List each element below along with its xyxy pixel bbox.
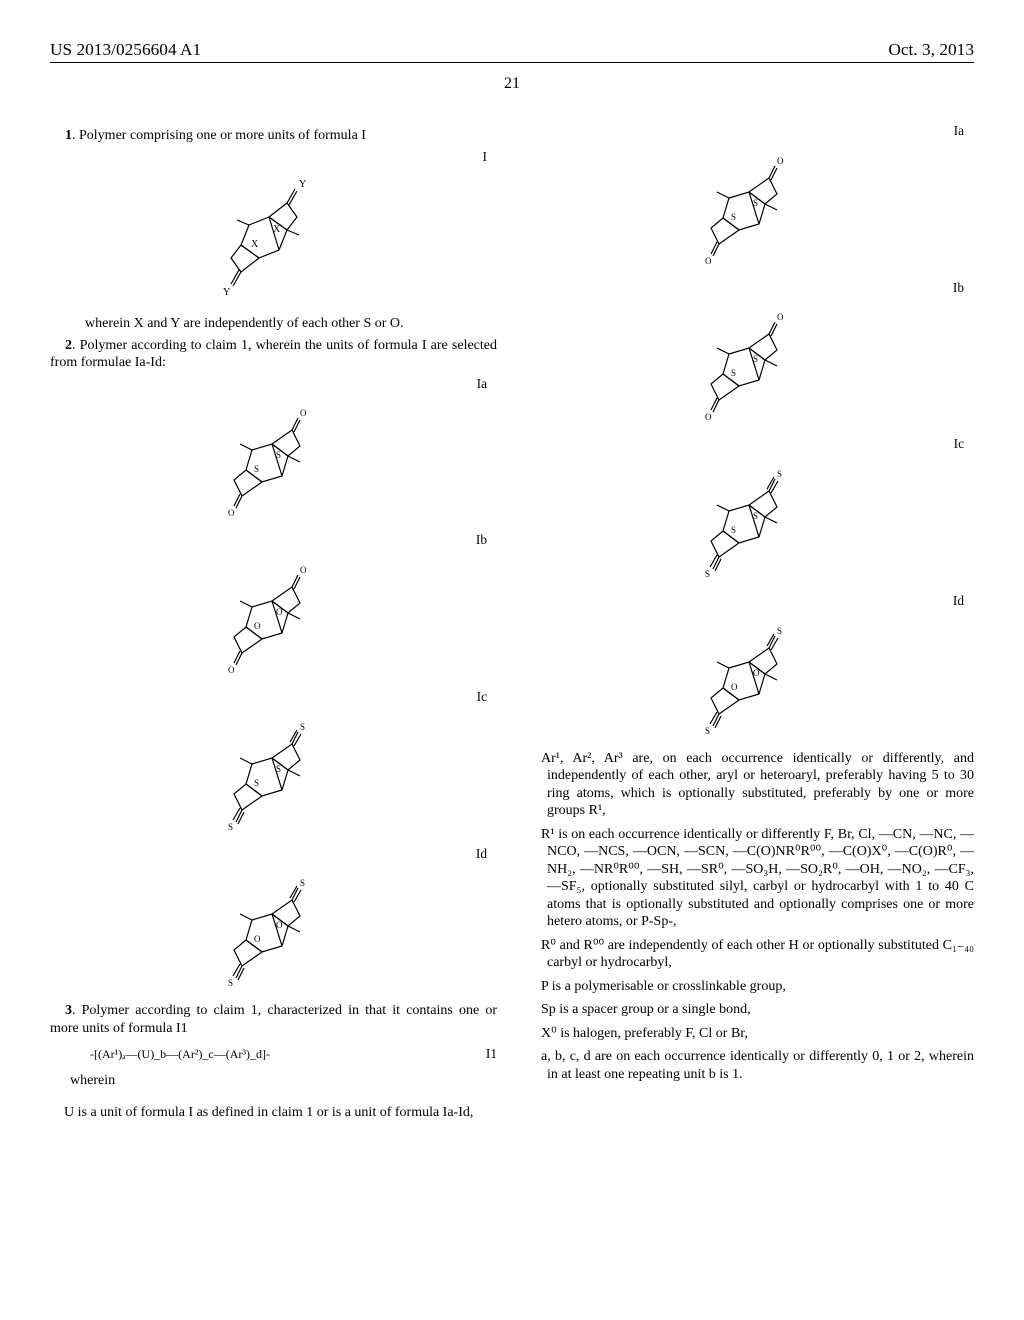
struct-svg: O O S S [214, 402, 334, 522]
left-Id-label: Id [50, 846, 497, 863]
svg-text:S: S [228, 978, 233, 988]
Ar-def: Ar¹, Ar², Ar³ are, on each occurrence id… [547, 750, 974, 820]
structure-right-Id: S S O O [527, 620, 974, 740]
struct-svg: O O O O [214, 559, 334, 679]
claim-2: 2. Polymer according to claim 1, wherein… [50, 337, 497, 372]
svg-text:S: S [254, 778, 259, 788]
svg-text:S: S [705, 569, 710, 579]
abcd-def: a, b, c, d are on each occurrence identi… [547, 1048, 974, 1083]
svg-text:S: S [777, 626, 782, 636]
svg-text:S: S [753, 354, 758, 364]
svg-text:S: S [276, 764, 281, 774]
wherein-l: wherein [70, 1072, 497, 1090]
struct-svg: S S O O [214, 872, 334, 992]
structure-right-Ic: S S S S [527, 463, 974, 583]
svg-text:Y: Y [223, 287, 230, 298]
formula-I1-label: I1 [270, 1046, 497, 1063]
svg-text:O: O [300, 408, 307, 418]
Sp-def: Sp is a spacer group or a single bond, [547, 1001, 974, 1019]
structure-left-Ic: S S S S [50, 716, 497, 836]
structure-XY: Y X X Y [50, 175, 497, 305]
structure-left-Id: S S O O [50, 872, 497, 992]
U-def: U is a unit of formula I as defined in c… [70, 1104, 497, 1122]
claim-2-num: 2 [65, 338, 72, 353]
svg-text:S: S [300, 878, 305, 888]
struct-svg: O O S S [691, 150, 811, 270]
svg-text:O: O [753, 668, 760, 678]
svg-text:S: S [753, 511, 758, 521]
page-number: 21 [50, 75, 974, 93]
svg-text:S: S [228, 822, 233, 832]
claim-3-num: 3 [65, 1003, 72, 1018]
two-column-body: 1. Polymer comprising one or more units … [50, 123, 974, 1127]
svg-text:O: O [300, 565, 307, 575]
left-Ib-label: Ib [50, 532, 497, 549]
svg-text:O: O [254, 621, 261, 631]
svg-text:S: S [731, 368, 736, 378]
svg-text:S: S [777, 469, 782, 479]
svg-text:O: O [731, 682, 738, 692]
R0-def: R⁰ and R⁰⁰ are independently of each oth… [547, 937, 974, 972]
right-Id-label: Id [527, 593, 974, 610]
formula-I1-row: -[(Ar¹)ₐ—(U)_b—(Ar²)_c—(Ar³)_d]- I1 [50, 1041, 497, 1068]
struct-svg: S S O O [691, 620, 811, 740]
formula-I1: -[(Ar¹)ₐ—(U)_b—(Ar²)_c—(Ar³)_d]- [90, 1047, 270, 1062]
svg-text:S: S [731, 525, 736, 535]
svg-text:S: S [300, 722, 305, 732]
svg-text:S: S [254, 464, 259, 474]
left-Ia-label: Ia [50, 376, 497, 393]
structure-left-Ia: O O S S [50, 402, 497, 522]
svg-text:O: O [228, 508, 235, 518]
svg-text:O: O [254, 934, 261, 944]
svg-text:Y: Y [299, 179, 306, 190]
svg-text:O: O [276, 607, 283, 617]
patent-number: US 2013/0256604 A1 [50, 40, 201, 60]
formula-I-label: I [50, 149, 497, 166]
svg-text:S: S [705, 726, 710, 736]
page-header: US 2013/0256604 A1 Oct. 3, 2013 [50, 40, 974, 63]
R1-def: R¹ is on each occurrence identically or … [547, 826, 974, 931]
svg-text:O: O [228, 665, 235, 675]
P-def: P is a polymerisable or crosslinkable gr… [547, 978, 974, 996]
struct-svg: S S S S [214, 716, 334, 836]
right-column: Ia O O S S Ib O O S S Ic S S S S Id S S O O Ar¹, Ar²… [527, 123, 974, 1127]
pub-date: Oct. 3, 2013 [888, 40, 974, 60]
svg-text:O: O [777, 156, 784, 166]
svg-text:X: X [273, 224, 281, 235]
structure-left-Ib: O O O O [50, 559, 497, 679]
svg-text:S: S [731, 212, 736, 222]
structure-XY-svg: Y X X Y [209, 175, 339, 305]
claim-1-wherein: wherein X and Y are independently of eac… [70, 315, 497, 333]
svg-text:O: O [276, 920, 283, 930]
svg-text:S: S [276, 450, 281, 460]
struct-svg: O O S S [691, 306, 811, 426]
claim-3: 3. Polymer according to claim 1, charact… [50, 1002, 497, 1037]
struct-svg: S S S S [691, 463, 811, 583]
right-Ib-label: Ib [527, 280, 974, 297]
right-Ia-label: Ia [527, 123, 974, 140]
svg-text:O: O [777, 312, 784, 322]
right-Ic-label: Ic [527, 436, 974, 453]
svg-text:X: X [251, 239, 259, 250]
structure-right-Ia: O O S S [527, 150, 974, 270]
svg-text:S: S [753, 198, 758, 208]
claim-1-num: 1 [65, 128, 72, 143]
left-Ic-label: Ic [50, 689, 497, 706]
X0-def: X⁰ is halogen, preferably F, Cl or Br, [547, 1025, 974, 1043]
left-column: 1. Polymer comprising one or more units … [50, 123, 497, 1127]
structure-right-Ib: O O S S [527, 306, 974, 426]
claim-1: 1. Polymer comprising one or more units … [50, 127, 497, 145]
svg-text:O: O [705, 412, 712, 422]
svg-text:O: O [705, 256, 712, 266]
